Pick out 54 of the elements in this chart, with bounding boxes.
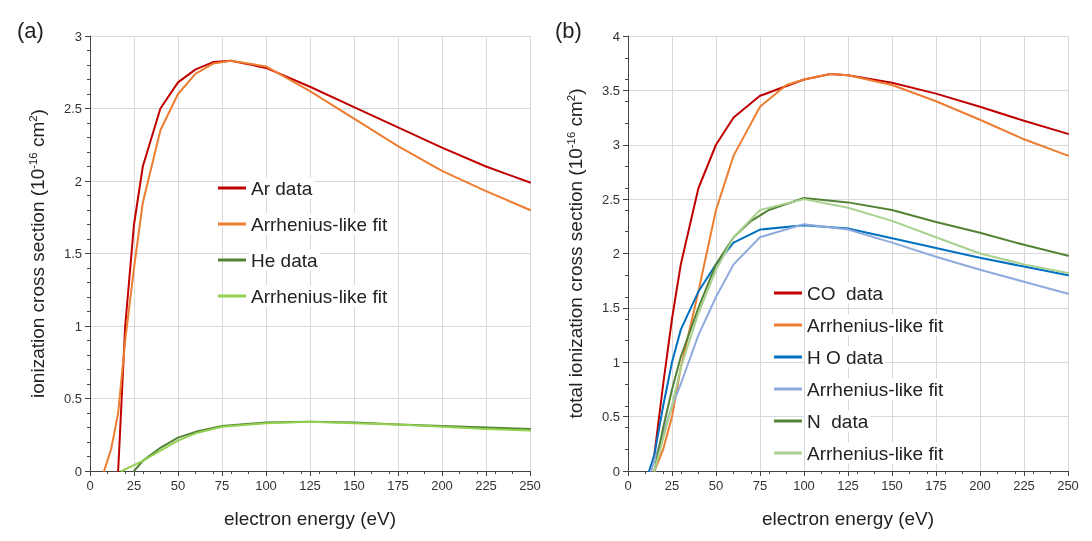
y-axis-title: ionization cross section (10-16 cm2) bbox=[27, 109, 49, 398]
x-tick-label: 250 bbox=[519, 478, 541, 493]
x-tick-label: 75 bbox=[752, 478, 768, 493]
x-tick-label: 225 bbox=[475, 478, 497, 493]
x-axis-title: electron energy (eV) bbox=[761, 508, 935, 529]
x-tick-label: 250 bbox=[1057, 478, 1079, 493]
y-tick-label: 2.5 bbox=[63, 101, 82, 116]
x-tick-label: 225 bbox=[1013, 478, 1035, 493]
x-tick-label: 25 bbox=[664, 478, 680, 493]
chart-title: (a) bbox=[17, 17, 44, 43]
legend-label: CO data bbox=[807, 282, 884, 304]
y-tick-label: 3 bbox=[612, 137, 620, 153]
x-tick-label: 0 bbox=[624, 478, 632, 493]
y-tick-label: 1 bbox=[74, 318, 82, 334]
y-tick-label: 0 bbox=[74, 463, 82, 479]
y-tick-label: 1.5 bbox=[63, 246, 82, 261]
y-tick-label: 3 bbox=[74, 28, 82, 44]
legend-label: N data bbox=[807, 410, 869, 432]
y-tick-label: 1 bbox=[612, 354, 620, 370]
y-tick-label: 2 bbox=[612, 246, 620, 261]
legend-label: H O data bbox=[807, 346, 884, 368]
legend-label: He data bbox=[251, 249, 318, 271]
x-tick-label: 175 bbox=[387, 478, 409, 493]
y-axis-title: total ionization cross section (10-16 cm2) bbox=[565, 88, 587, 419]
x-tick-label: 150 bbox=[881, 478, 903, 493]
x-tick-label: 25 bbox=[126, 478, 142, 493]
legend-label: Ar data bbox=[251, 177, 313, 199]
x-tick-label: 125 bbox=[299, 478, 321, 493]
y-tick-label: 0 bbox=[612, 463, 620, 479]
y-tick-label: 0.5 bbox=[63, 391, 82, 406]
x-tick-label: 175 bbox=[925, 478, 947, 493]
y-tick-label: 2.5 bbox=[601, 191, 620, 207]
x-tick-label: 0 bbox=[86, 478, 94, 493]
x-tick-label: 125 bbox=[837, 478, 859, 493]
legend-label: Arrhenius-like fit bbox=[807, 378, 944, 400]
y-tick-label: 3.5 bbox=[601, 82, 620, 98]
x-axis-title: electron energy (eV) bbox=[223, 508, 397, 529]
x-tick-label: 150 bbox=[343, 478, 365, 493]
y-tick-label: 1.5 bbox=[601, 300, 620, 316]
y-tick-label: 0.5 bbox=[601, 409, 620, 425]
legend-label: Arrhenius-like fit bbox=[807, 314, 944, 336]
legend-label: Arrhenius-like fit bbox=[251, 213, 388, 235]
x-tick-label: 100 bbox=[255, 478, 277, 493]
x-tick-label: 100 bbox=[793, 478, 815, 493]
chart-title: (b) bbox=[555, 17, 582, 43]
x-tick-label: 50 bbox=[170, 478, 186, 493]
y-tick-label: 2 bbox=[74, 173, 82, 189]
x-tick-label: 200 bbox=[431, 478, 453, 493]
x-tick-label: 200 bbox=[969, 478, 991, 493]
legend-label: Arrhenius-like fit bbox=[251, 285, 388, 307]
legend-label: Arrhenius-like fit bbox=[807, 442, 944, 464]
y-tick-label: 4 bbox=[612, 28, 620, 44]
x-tick-label: 75 bbox=[214, 478, 230, 493]
x-tick-label: 50 bbox=[708, 478, 724, 493]
